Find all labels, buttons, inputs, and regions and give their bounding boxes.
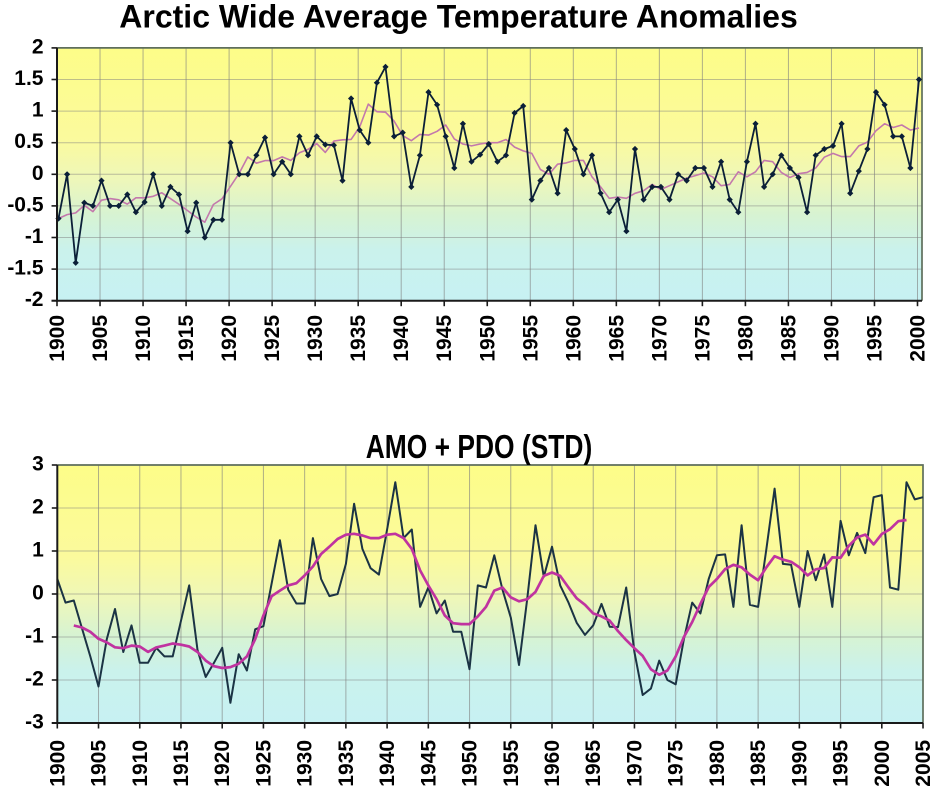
- svg-text:-2: -2: [25, 668, 44, 691]
- svg-text:1980: 1980: [706, 740, 729, 787]
- svg-text:1940: 1940: [390, 315, 413, 362]
- svg-text:1975: 1975: [665, 740, 688, 787]
- svg-text:2000: 2000: [907, 315, 930, 362]
- svg-text:1950: 1950: [476, 315, 499, 362]
- svg-text:1970: 1970: [623, 740, 646, 787]
- svg-text:1930: 1930: [294, 740, 317, 787]
- svg-text:1930: 1930: [304, 315, 327, 362]
- svg-text:-1.5: -1.5: [7, 257, 44, 280]
- svg-text:1945: 1945: [433, 315, 456, 362]
- svg-text:1990: 1990: [821, 315, 844, 362]
- svg-text:-0.5: -0.5: [7, 193, 44, 216]
- svg-text:1925: 1925: [252, 740, 275, 787]
- svg-text:1: 1: [32, 99, 44, 122]
- svg-text:2000: 2000: [871, 740, 894, 787]
- svg-text:1990: 1990: [788, 740, 811, 787]
- svg-text:1985: 1985: [747, 740, 770, 787]
- svg-text:1965: 1965: [582, 740, 605, 787]
- svg-text:1955: 1955: [500, 740, 523, 787]
- svg-text:2005: 2005: [912, 740, 935, 787]
- svg-text:1975: 1975: [691, 315, 714, 362]
- svg-text:1950: 1950: [459, 740, 482, 787]
- svg-text:1980: 1980: [734, 315, 757, 362]
- svg-text:1.5: 1.5: [14, 67, 44, 90]
- svg-text:1920: 1920: [211, 740, 234, 787]
- svg-text:1: 1: [32, 539, 44, 562]
- svg-text:1905: 1905: [89, 315, 112, 362]
- svg-text:1920: 1920: [218, 315, 241, 362]
- svg-text:1900: 1900: [46, 740, 69, 787]
- svg-text:1940: 1940: [376, 740, 399, 787]
- svg-text:2: 2: [32, 35, 44, 58]
- svg-text:0: 0: [32, 582, 44, 605]
- svg-text:AMO + PDO (STD): AMO + PDO (STD): [366, 429, 593, 465]
- svg-text:1995: 1995: [864, 315, 887, 362]
- svg-text:1970: 1970: [648, 315, 671, 362]
- svg-text:1910: 1910: [129, 740, 152, 787]
- svg-text:1955: 1955: [519, 315, 542, 362]
- svg-text:Arctic Wide Average Temperatur: Arctic Wide Average Temperature Anomalie…: [119, 0, 797, 35]
- svg-text:2: 2: [32, 496, 44, 519]
- svg-text:0: 0: [32, 162, 44, 185]
- svg-text:-2: -2: [25, 288, 44, 311]
- svg-text:1995: 1995: [830, 740, 853, 787]
- svg-text:-1: -1: [25, 625, 44, 648]
- svg-text:3: 3: [32, 453, 44, 476]
- svg-text:1905: 1905: [88, 740, 111, 787]
- svg-text:1915: 1915: [170, 740, 193, 787]
- svg-text:1965: 1965: [605, 315, 628, 362]
- svg-text:1945: 1945: [417, 740, 440, 787]
- svg-text:1910: 1910: [132, 315, 155, 362]
- svg-text:1925: 1925: [261, 315, 284, 362]
- svg-text:1935: 1935: [335, 740, 358, 787]
- svg-text:-1: -1: [25, 225, 44, 248]
- svg-text:0.5: 0.5: [14, 130, 44, 153]
- svg-text:1915: 1915: [175, 315, 198, 362]
- svg-text:1960: 1960: [541, 740, 564, 787]
- svg-text:-3: -3: [25, 711, 44, 734]
- svg-text:1960: 1960: [562, 315, 585, 362]
- svg-text:1900: 1900: [46, 315, 69, 362]
- svg-text:1985: 1985: [777, 315, 800, 362]
- svg-text:1935: 1935: [347, 315, 370, 362]
